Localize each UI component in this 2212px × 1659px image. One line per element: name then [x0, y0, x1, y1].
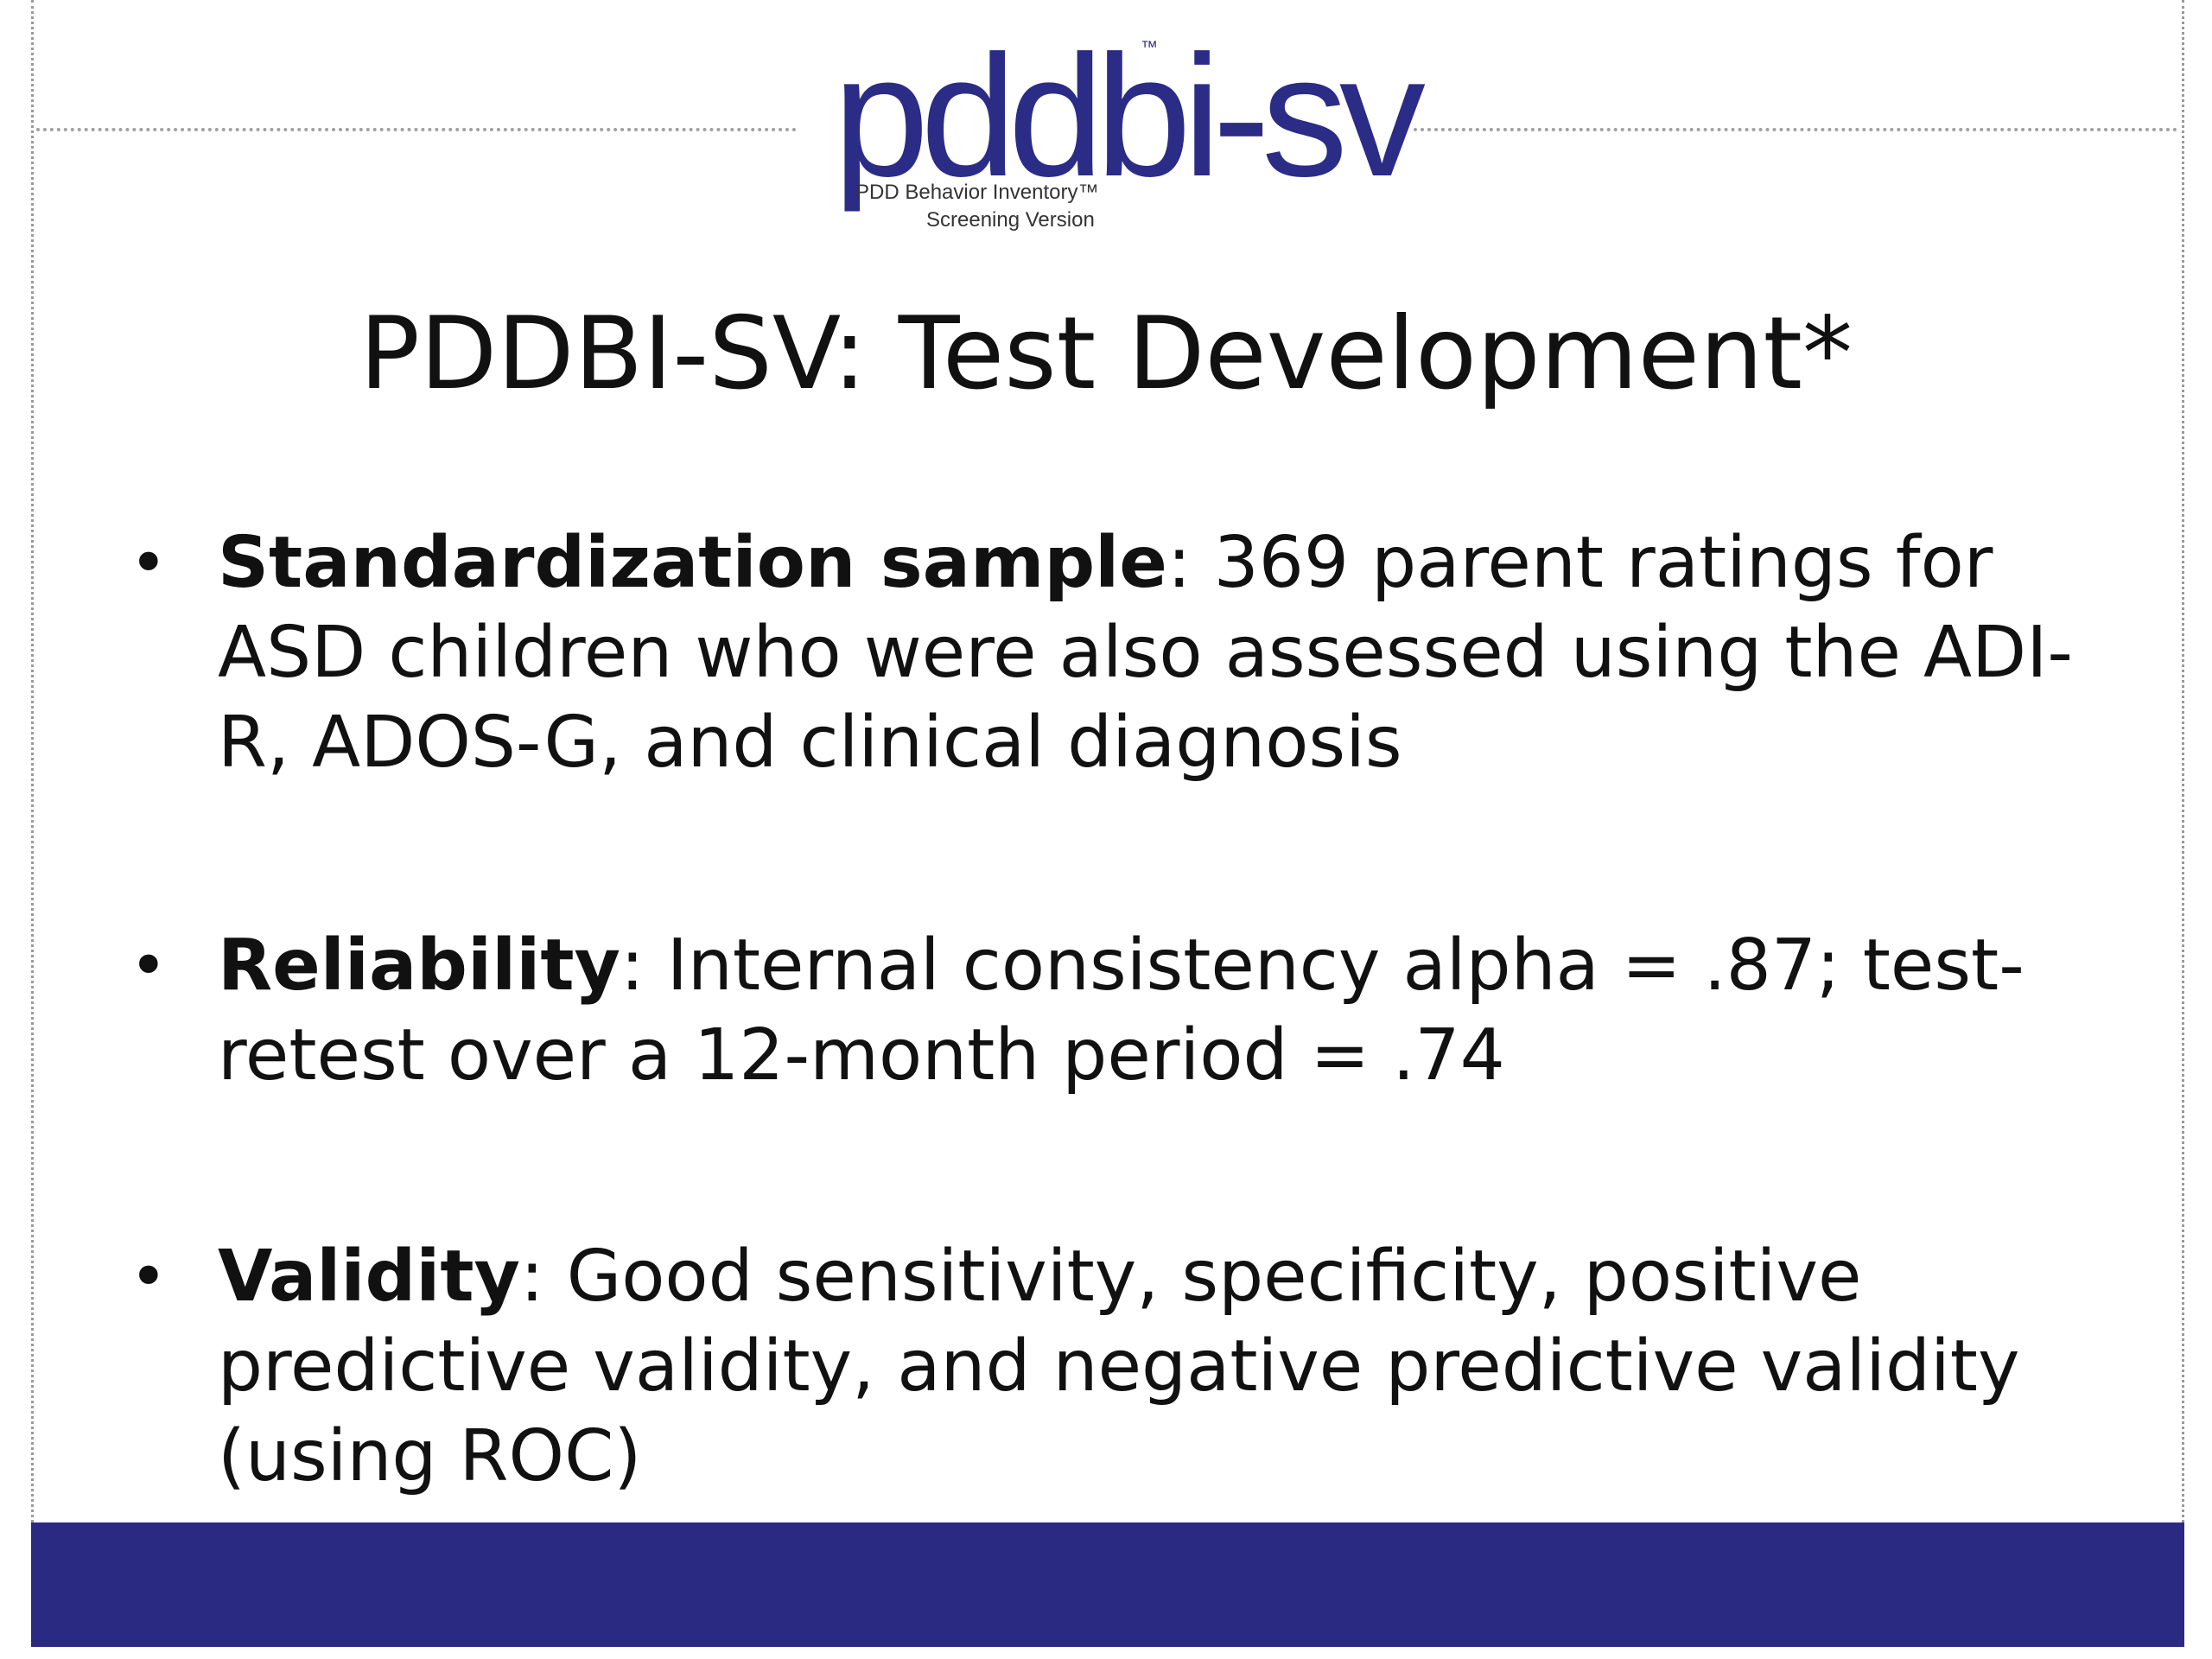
bullet-separator: : — [519, 1236, 544, 1318]
slide-frame — [31, 0, 2184, 1647]
bullet-separator: : — [1166, 522, 1192, 604]
bullet-term: Standardization sample — [218, 522, 1167, 604]
logo-trademark: ™ — [1141, 38, 1158, 57]
bullet-separator: : — [620, 925, 645, 1007]
logo-subtitle-line1: PDD Behavior Inventory™ — [855, 181, 1099, 204]
header-divider-left — [36, 128, 797, 131]
bullet-term: Reliability — [218, 925, 620, 1007]
logo-subtitle-line2: Screening Version — [926, 208, 1095, 232]
bullet-item-validity: • Validity: Good sensitivity, specificit… — [130, 1232, 2117, 1502]
pddbi-sv-logo: pddbi-sv ™ PDD Behavior Inventory™ Scree… — [833, 20, 1426, 242]
bullet-dot-icon: • — [130, 1240, 168, 1314]
bullet-body: 369 parent ratings for ASD children who … — [218, 522, 2073, 784]
bullet-dot-icon: • — [130, 526, 168, 601]
bullet-term: Validity — [218, 1236, 520, 1318]
bullet-text: Standardization sample: 369 parent ratin… — [218, 518, 2117, 788]
bullet-text: Validity: Good sensitivity, specificity,… — [218, 1232, 2117, 1502]
bullet-text: Reliability: Internal consistency alpha … — [218, 921, 2117, 1101]
footer-bar — [31, 1522, 2184, 1647]
header-divider-right — [1414, 128, 2177, 131]
bullet-item-standardization: • Standardization sample: 369 parent rat… — [130, 518, 2117, 788]
logo-wordmark: pddbi-sv — [833, 20, 1426, 213]
slide-title: PDDBI-SV: Test Development* — [359, 296, 1853, 412]
bullet-body: Good sensitivity, specificity, positive … — [218, 1236, 2020, 1497]
bullet-item-reliability: • Reliability: Internal consistency alph… — [130, 921, 2117, 1101]
bullet-dot-icon: • — [130, 929, 168, 1003]
bullet-body: Internal consistency alpha = .87; test-r… — [218, 925, 2024, 1096]
